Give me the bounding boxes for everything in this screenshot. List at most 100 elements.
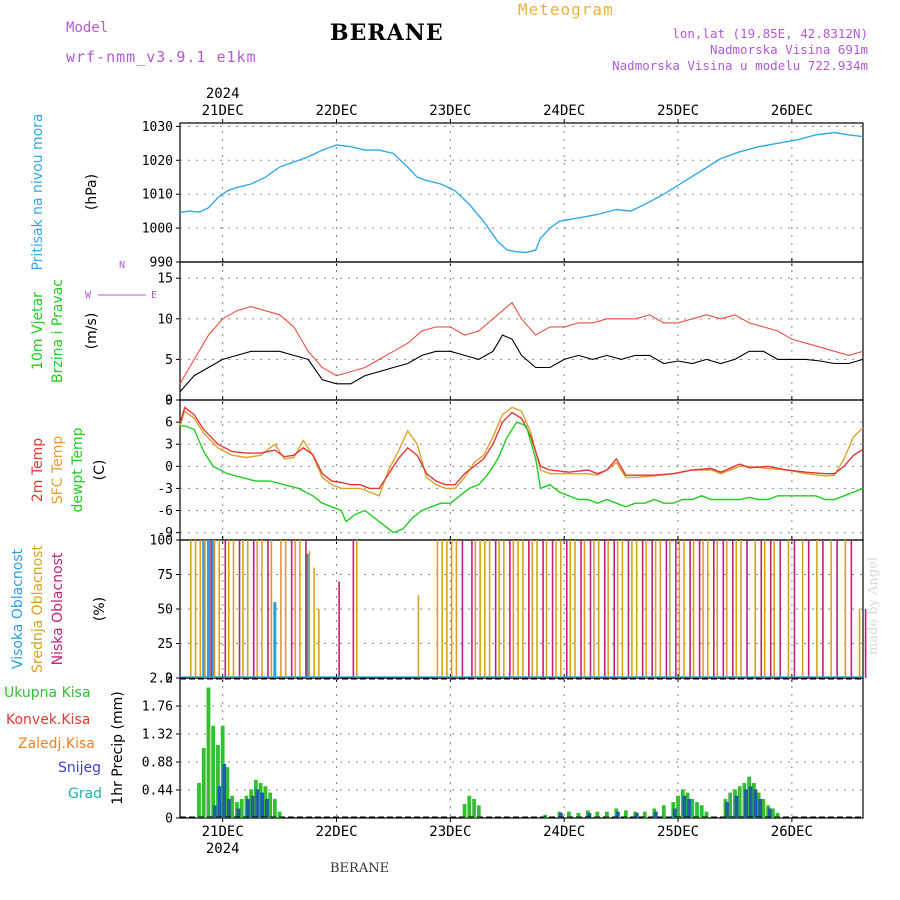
precip-bar — [217, 786, 222, 818]
dewpt-line — [180, 421, 864, 534]
precip-bar — [642, 811, 647, 818]
y-tick-label: 5 — [165, 353, 173, 368]
precip-bar — [260, 792, 265, 818]
precip-bar — [699, 805, 704, 818]
precip-bar — [277, 811, 282, 818]
y-tick-label: 1.76 — [142, 700, 173, 715]
north-key-label: N — [119, 260, 125, 271]
precip-bar — [761, 798, 766, 818]
date-label-bottom: 25DEC — [657, 824, 699, 840]
date-label-top: 26DEC — [771, 103, 813, 119]
y-tick-label: -3 — [157, 482, 173, 497]
y-tick-label: 0.88 — [142, 756, 173, 771]
precip-bar — [250, 795, 255, 818]
precip-bar — [211, 725, 216, 818]
date-label-bottom: 26DEC — [771, 824, 813, 840]
y-tick-label: 10 — [157, 312, 173, 327]
precip-legend-4: Grad — [68, 786, 102, 802]
precip-bar — [264, 798, 269, 818]
date-label-top: 24DEC — [543, 103, 585, 119]
precip-bar — [775, 812, 780, 818]
y-tick-label: 0 — [165, 812, 173, 827]
low-cloud-label: Niska Oblacnost — [50, 552, 66, 665]
y-tick-label: 100 — [150, 534, 173, 549]
precip-legend-3: Snijeg — [58, 760, 101, 776]
precip-bar — [595, 811, 600, 818]
precip-bar — [704, 811, 709, 818]
wind-speed-line — [179, 334, 864, 393]
high-cloud-label: Visoka Oblacnost — [10, 548, 26, 669]
y-tick-label: 1010 — [142, 188, 173, 203]
y-tick-label: 9 — [165, 394, 173, 409]
precip-bar — [623, 810, 628, 818]
precip-bar — [201, 748, 206, 818]
panel-frame-0 — [179, 122, 864, 263]
panel-grid-1: 0 5 10 15 — [157, 258, 863, 409]
station-title: BERANE — [330, 20, 444, 46]
precip-bar — [216, 744, 220, 818]
panel-frame-4 — [179, 677, 864, 819]
precip-bar — [634, 812, 639, 818]
date-label-bottom: 22DEC — [315, 824, 357, 840]
panel-frame-1 — [179, 261, 864, 401]
footer-station: BERANE — [330, 861, 390, 876]
meteogram-label: Meteogram — [518, 0, 614, 19]
precip-bar — [767, 808, 772, 818]
mid-cloud-label: Srednja Oblacnost — [30, 545, 46, 673]
temp-2m-label: 2m Temp — [30, 438, 46, 502]
precip-bar — [676, 795, 680, 818]
model-label: Model — [66, 20, 109, 36]
model-name: wrf-nmm_v3.9.1 e1km — [66, 48, 257, 66]
y-tick-label: 0 — [165, 394, 173, 409]
y-tick-label: 1.32 — [142, 728, 173, 743]
y-tick-label: 1000 — [142, 222, 173, 237]
y-tick-label: 2.2 — [150, 672, 173, 687]
y-tick-label: 75 — [157, 568, 173, 583]
precip-bar — [227, 798, 231, 818]
precip-bar — [672, 808, 677, 818]
precip-bar — [682, 795, 687, 818]
panel-grid-2: -9 -6 -3 0 3 6 9 — [157, 394, 863, 544]
precip-bar — [255, 789, 260, 818]
y-tick-label: 0 — [165, 672, 173, 687]
precip-bar — [230, 795, 235, 818]
altitude-label: Nadmorska Visina 691m — [709, 42, 868, 57]
y-tick-label: -6 — [157, 504, 173, 519]
precip-bar — [246, 798, 250, 818]
date-label-bottom: 21DEC — [202, 824, 244, 840]
precip-bar — [661, 805, 666, 818]
y-tick-label: 990 — [150, 256, 173, 271]
date-label-bottom: 24DEC — [543, 824, 585, 840]
precip-bar — [543, 814, 548, 818]
date-label-top: 21DEC — [202, 103, 244, 119]
precip-bar — [467, 795, 472, 818]
precip-bar — [559, 812, 563, 818]
precip-bar — [734, 795, 739, 818]
precip-series-1 — [212, 763, 772, 818]
date-label-top: 22DEC — [315, 103, 357, 119]
model-altitude-label: Nadmorska Visina u modelu 722.934m — [612, 58, 868, 73]
y-tick-label: 15 — [157, 272, 173, 287]
pressure-panel-label: Pritisak na nivou mora — [30, 113, 46, 270]
precip-bar — [472, 798, 476, 818]
sfc-temp-label: SFC Temp — [50, 436, 66, 505]
precip-bar — [748, 786, 753, 818]
precip-bar — [653, 811, 658, 818]
y-tick-label: 1020 — [142, 154, 173, 169]
wind-panel-label-1: 10m Vjetar — [30, 292, 46, 370]
precip-bar — [687, 798, 691, 818]
date-label-bottom: 23DEC — [429, 824, 471, 840]
precip-bar — [225, 767, 230, 818]
precip-bar — [587, 812, 592, 818]
pressure-unit-label: (hPa) — [84, 174, 100, 210]
date-label-top: 25DEC — [657, 103, 699, 119]
y-tick-label: 0.44 — [142, 784, 173, 799]
panel-grid-3: 0 25 50 75 100 — [150, 534, 863, 687]
panel-frame-2 — [179, 399, 864, 541]
precip-bar — [576, 812, 581, 818]
precip-bar — [476, 805, 481, 818]
coords-label: lon,lat (19.85E, 42.8312N) — [672, 26, 868, 41]
precip-bar — [737, 786, 742, 818]
precip-bar — [690, 798, 695, 818]
